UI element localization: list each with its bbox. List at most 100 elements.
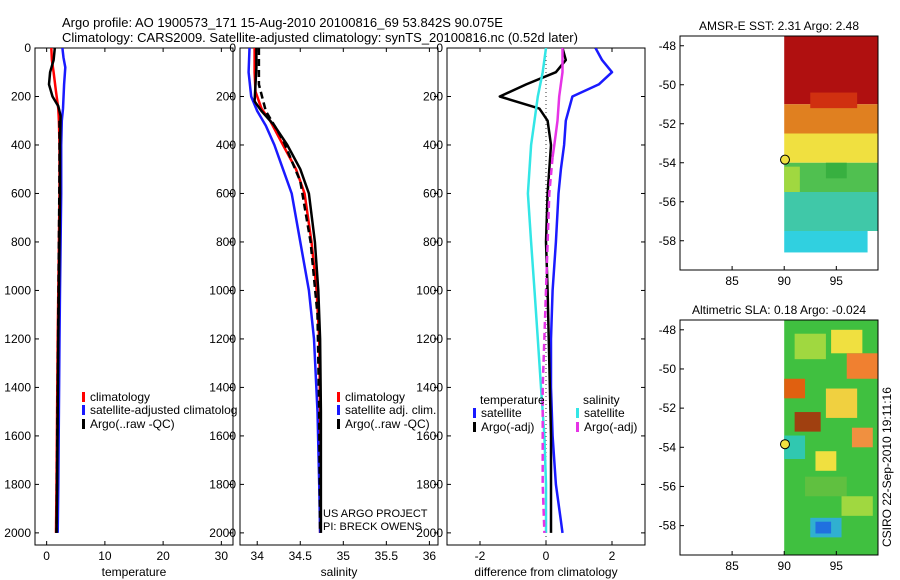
csiro-timestamp: CSIRO 22-Sep-2010 19:11:16 <box>880 387 894 547</box>
difference-y-tick-label: 1200 <box>416 332 443 346</box>
difference-y-tick-label: 1400 <box>416 380 443 394</box>
difference-legend-swatch <box>576 422 579 432</box>
sla-map-x-tick-label: 90 <box>778 559 792 573</box>
salinity-x-tick-label: 36 <box>423 549 437 563</box>
sst-map-cell <box>825 162 847 179</box>
difference-legend-salinity-heading: salinity <box>583 393 620 407</box>
difference-series-group <box>498 48 614 534</box>
difference-y-tick-label: 2000 <box>416 526 443 540</box>
salinity-series-line-3 <box>257 48 322 533</box>
sla-map-panel: Altimetric SLA: 0.18 Argo: -0.024 -48 -50 -… <box>659 303 879 573</box>
sla-map-y-tick-label: -54 <box>659 440 677 454</box>
difference-series-line-0 <box>549 48 614 534</box>
sst-map-cell <box>810 92 858 109</box>
sst-map-y-tick-label: -50 <box>659 78 677 92</box>
temperature-y-tick-label: 1600 <box>4 429 31 443</box>
sla-map-plot-frame <box>679 319 879 556</box>
difference-series-line-3 <box>551 48 564 158</box>
sst-map-cell <box>784 133 878 163</box>
sla-map-cell <box>815 521 832 534</box>
difference-x-tick-label: 2 <box>609 549 616 563</box>
sla-map-y-tick-label: -52 <box>659 401 677 415</box>
difference-profile-panel: 0 200 400 600 800 1000 1200 1400 1600 1800 2000 -2 0… <box>416 41 646 579</box>
salinity-y-tick-label: 200 <box>216 89 236 103</box>
salinity-y-tick-label: 1000 <box>209 283 236 297</box>
sla-map-x-tick-label: 95 <box>830 559 844 573</box>
temperature-legend-label: Argo(..raw -QC) <box>90 417 175 431</box>
sla-map-cell <box>831 329 863 354</box>
figure-title-line-2: Climatology: CARS2009. Satellite-adjuste… <box>62 30 578 45</box>
sst-map-y-tick-label: -54 <box>659 156 677 170</box>
sst-map-title: AMSR-E SST: 2.31 Argo: 2.48 <box>699 19 859 33</box>
project-credit: US ARGO PROJECT <box>323 508 428 520</box>
temperature-legend-swatch <box>82 419 85 429</box>
temperature-series-group <box>47 48 67 533</box>
sla-map-cell <box>784 378 806 399</box>
salinity-series-line-1 <box>247 48 322 533</box>
salinity-profile-panel: 0 200 400 600 800 1000 1200 1400 1600 1800 2000 34 3… <box>209 41 439 579</box>
salinity-legend-swatch <box>337 419 340 429</box>
temperature-y-tick-label: 400 <box>11 138 31 152</box>
salinity-legend-swatch <box>337 405 340 415</box>
sla-map-y-tick-label: -50 <box>659 362 677 376</box>
difference-x-axis-label: difference from climatology <box>474 565 617 579</box>
difference-legend-swatch <box>576 408 579 418</box>
difference-y-tick-label: 1600 <box>416 429 443 443</box>
difference-series-line-1 <box>498 48 568 533</box>
temperature-legend-swatch <box>82 405 85 415</box>
sst-map-cell <box>784 166 800 192</box>
temperature-x-tick-label: 20 <box>156 549 170 563</box>
salinity-x-axis-label: salinity <box>321 565 358 579</box>
temperature-y-tick-label: 1200 <box>4 332 31 346</box>
difference-legend-swatch <box>473 422 476 432</box>
salinity-legend-label: Argo(..raw -QC) <box>345 417 430 431</box>
sla-map-cell <box>825 388 858 418</box>
sla-map-title: Altimetric SLA: 0.18 Argo: -0.024 <box>692 303 866 317</box>
sst-map-y-tick-label: -48 <box>659 39 677 53</box>
pi-credit: PI: BRECK OWENS <box>323 521 422 533</box>
temperature-x-tick-label: 30 <box>215 549 229 563</box>
difference-y-tick-label: 200 <box>423 89 443 103</box>
temperature-x-tick-label: 0 <box>43 549 50 563</box>
sla-map-field <box>784 320 878 555</box>
sla-map-cell <box>815 451 837 471</box>
sla-map-cell <box>851 427 873 448</box>
temperature-plot-frame <box>34 47 234 546</box>
sla-map-x-tick-label: 85 <box>725 559 739 573</box>
sst-map-cell <box>784 192 878 231</box>
sst-map-y-tick-label: -52 <box>659 117 677 131</box>
difference-legend-swatch <box>473 408 476 418</box>
salinity-y-tick-label: 1200 <box>209 332 236 346</box>
sst-map-plot-frame <box>679 35 879 271</box>
sst-map-panel: AMSR-E SST: 2.31 Argo: 2.48 -48 -50 -52 -54 -… <box>659 19 879 288</box>
salinity-y-tick-label: 800 <box>216 235 236 249</box>
sla-map-y-tick-label: -48 <box>659 323 677 337</box>
sst-map-argo-position-marker <box>779 154 790 165</box>
salinity-legend-label: climatology <box>345 390 405 404</box>
salinity-series-line-2 <box>253 48 323 533</box>
temperature-y-tick-label: 1800 <box>4 477 31 491</box>
temperature-x-tick-label: 10 <box>98 549 112 563</box>
sla-map-y-tick-label: -58 <box>659 519 677 533</box>
sla-map-cell <box>794 333 826 360</box>
salinity-y-tick-label: 600 <box>216 186 236 200</box>
difference-y-tick-label: 1800 <box>416 477 443 491</box>
difference-y-tick-label: 800 <box>423 235 443 249</box>
salinity-x-tick-label: 34 <box>251 549 265 563</box>
salinity-y-tick-label: 2000 <box>209 526 236 540</box>
difference-y-tick-label: 400 <box>423 138 443 152</box>
sst-map-cell <box>784 104 878 134</box>
sst-map-x-tick-label: 85 <box>725 274 739 288</box>
sla-map-y-tick-label: -56 <box>659 479 677 493</box>
sla-map-cell <box>784 435 806 460</box>
difference-legend-temperature-heading: temperature <box>480 393 545 407</box>
temperature-series-line-3 <box>55 120 61 533</box>
salinity-x-tick-label: 34.5 <box>289 549 313 563</box>
difference-y-tick-label: 1000 <box>416 283 443 297</box>
salinity-legend-label: satellite adj. clim. <box>345 403 436 417</box>
sla-map-argo-position-marker <box>779 439 790 450</box>
temperature-legend-swatch <box>82 392 85 402</box>
salinity-y-tick-label: 400 <box>216 138 236 152</box>
sst-map-cell <box>784 231 868 253</box>
